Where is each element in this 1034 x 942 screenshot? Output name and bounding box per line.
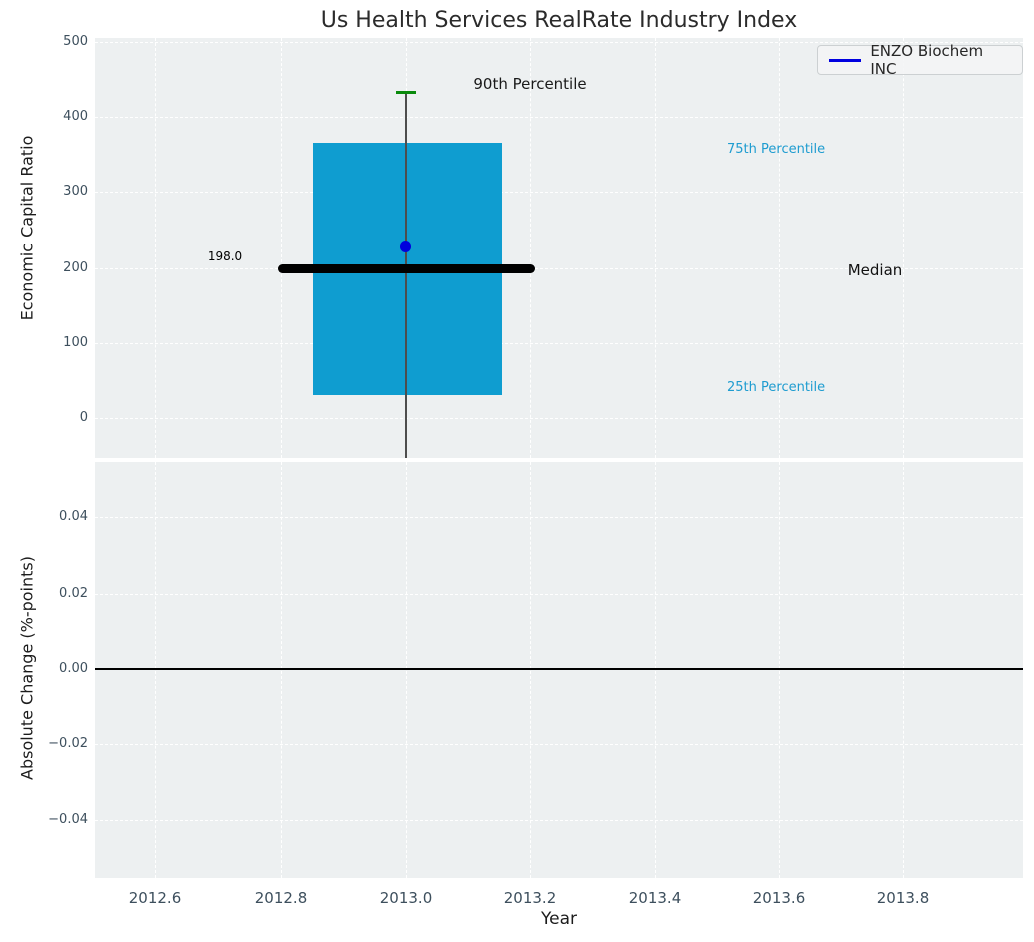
top-plot-area: 198.0 90th Percentile 75th Percentile Me… [95, 38, 1023, 458]
gridline-h [95, 744, 1023, 745]
y-axis-tick: −0.02 [48, 736, 88, 751]
gridline-h [95, 820, 1023, 821]
gridline-h [95, 117, 1023, 118]
gridline-h [95, 42, 1023, 43]
gridline-v [530, 38, 531, 458]
y-axis-tick: 0.00 [59, 661, 88, 676]
y-axis-tick: 400 [63, 109, 88, 124]
gridline-h [95, 192, 1023, 193]
zero-reference-line [95, 668, 1023, 670]
gridline-v [530, 462, 531, 878]
gridline-v [155, 38, 156, 458]
p25-annotation: 25th Percentile [727, 380, 826, 395]
y-axis-tick: 0.02 [59, 586, 88, 601]
chart-title: Us Health Services RealRate Industry Ind… [320, 8, 798, 33]
whisker-line [405, 92, 407, 458]
y-axis-tick: 0.04 [59, 509, 88, 524]
p75-annotation: 75th Percentile [727, 142, 826, 157]
gridline-h [95, 268, 1023, 269]
gridline-h [95, 343, 1023, 344]
gridline-v [779, 462, 780, 878]
legend-label: ENZO Biochem INC [870, 42, 984, 78]
median-line [278, 264, 535, 273]
y-axis-tick: 0 [79, 410, 88, 425]
bottom-plot-area [95, 462, 1023, 878]
y-axis-label: Economic Capital Ratio [17, 135, 37, 321]
x-axis-tick: 2013.4 [628, 889, 682, 907]
legend-line-sample [829, 58, 862, 62]
gridline-v [155, 462, 156, 878]
x-axis-tick: 2013.0 [379, 889, 433, 907]
y-axis-label: Absolute Change (%-points) [17, 556, 37, 780]
gridline-v [281, 462, 282, 878]
y-axis-tick: 300 [63, 184, 88, 199]
median-value-label: 198.0 [207, 249, 243, 263]
x-axis-tick: 2013.6 [752, 889, 806, 907]
y-axis-tick: 100 [63, 335, 88, 350]
legend: ENZO Biochem INC [817, 42, 1023, 78]
gridline-v [406, 462, 407, 878]
gridline-v [779, 38, 780, 458]
p90-whisker-cap [396, 91, 416, 94]
gridline-h [95, 517, 1023, 518]
x-axis-tick: 2013.2 [503, 889, 557, 907]
median-annotation: Median [847, 261, 903, 279]
x-axis-tick: 2012.8 [254, 889, 308, 907]
x-axis-tick: 2013.8 [876, 889, 930, 907]
p90-annotation: 90th Percentile [473, 75, 587, 93]
gridline-v [655, 38, 656, 458]
gridline-v [655, 462, 656, 878]
gridline-v [903, 462, 904, 878]
gridline-v [281, 38, 282, 458]
y-axis-tick: 200 [63, 260, 88, 275]
y-axis-tick: −0.04 [48, 812, 88, 827]
company-data-point [400, 241, 411, 252]
x-axis-tick: 2012.6 [128, 889, 182, 907]
x-axis-label: Year [541, 909, 577, 929]
gridline-h [95, 418, 1023, 419]
y-axis-tick: 500 [63, 34, 88, 49]
gridline-h [95, 594, 1023, 595]
gridline-v [903, 38, 904, 458]
